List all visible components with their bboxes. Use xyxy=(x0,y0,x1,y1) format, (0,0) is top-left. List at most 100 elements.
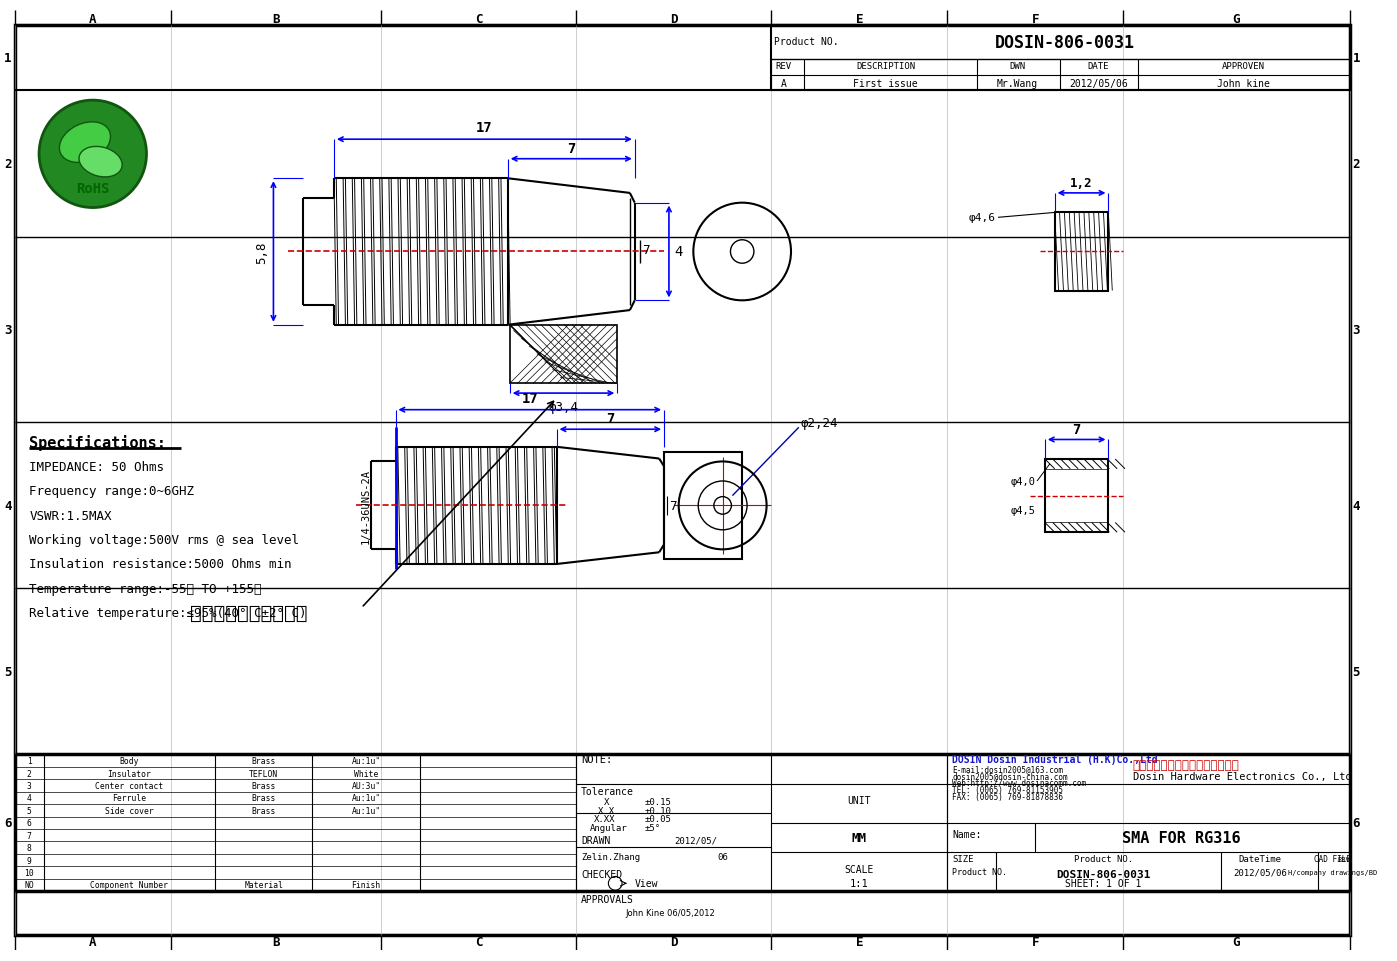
Text: E: E xyxy=(855,12,863,26)
Text: Product NO.: Product NO. xyxy=(774,37,840,46)
Text: Brass: Brass xyxy=(251,794,275,802)
Text: 6: 6 xyxy=(27,819,32,827)
Text: 4: 4 xyxy=(27,794,32,802)
Text: Brass: Brass xyxy=(251,806,275,815)
Text: Specifications:: Specifications: xyxy=(29,434,166,451)
Text: G: G xyxy=(1232,935,1241,949)
Text: Mr.Wang: Mr.Wang xyxy=(997,79,1038,88)
Text: Brass: Brass xyxy=(251,756,275,765)
Bar xyxy=(664,453,742,559)
Circle shape xyxy=(39,101,147,209)
Text: APPROVEN: APPROVEN xyxy=(1221,62,1264,71)
Text: 5: 5 xyxy=(4,665,11,678)
Text: Zelin.Zhang: Zelin.Zhang xyxy=(581,852,640,862)
Text: B: B xyxy=(272,935,279,949)
Text: ±0.05: ±0.05 xyxy=(644,815,672,824)
Text: VSWR:1.5MAX: VSWR:1.5MAX xyxy=(29,509,112,522)
Text: C: C xyxy=(475,12,482,26)
Text: φ4,0: φ4,0 xyxy=(1010,477,1035,486)
Text: Product NO.: Product NO. xyxy=(1074,854,1133,864)
Text: 4: 4 xyxy=(673,245,682,259)
Text: TEFLON: TEFLON xyxy=(249,769,278,777)
Text: ±5°: ±5° xyxy=(644,824,661,832)
Text: DRAWN: DRAWN xyxy=(581,835,610,846)
Text: E: E xyxy=(855,935,863,949)
Ellipse shape xyxy=(60,123,110,163)
Text: Dosin Hardware Electronics Co., Ltd: Dosin Hardware Electronics Co., Ltd xyxy=(1133,771,1351,781)
Text: Material: Material xyxy=(244,880,284,890)
Text: Brass: Brass xyxy=(251,781,275,790)
Text: John kine: John kine xyxy=(1217,79,1270,88)
Text: Insulator: Insulator xyxy=(108,769,151,777)
Text: 1: 1 xyxy=(1352,52,1361,65)
Text: 7: 7 xyxy=(669,500,676,512)
Text: 削单边，注意削边方向: 削单边，注意削边方向 xyxy=(190,604,307,623)
Text: D: D xyxy=(671,12,678,26)
Text: 6: 6 xyxy=(1352,817,1361,829)
Text: Au:1u": Au:1u" xyxy=(352,756,381,765)
Text: SIZE: SIZE xyxy=(953,854,974,864)
Text: Component Number: Component Number xyxy=(91,880,169,890)
Text: 17: 17 xyxy=(521,391,538,406)
Text: Insulation resistance:5000 Ohms min: Insulation resistance:5000 Ohms min xyxy=(29,558,292,571)
Text: Center contact: Center contact xyxy=(95,781,163,790)
Text: DATE: DATE xyxy=(1088,62,1109,71)
Text: B: B xyxy=(272,12,279,26)
Text: DateTime: DateTime xyxy=(1238,854,1281,864)
Text: DOSIN Dosin Industrial (H.K)Co.,Ltd: DOSIN Dosin Industrial (H.K)Co.,Ltd xyxy=(953,754,1158,765)
Bar xyxy=(1045,523,1108,532)
Text: Product NO.: Product NO. xyxy=(953,867,1007,876)
Text: 7: 7 xyxy=(1073,422,1081,436)
Text: Working voltage:500V rms @ sea level: Working voltage:500V rms @ sea level xyxy=(29,533,299,547)
Text: RoHS: RoHS xyxy=(75,182,109,196)
Text: RBV: RBV xyxy=(1338,856,1351,862)
Text: 9: 9 xyxy=(27,855,32,865)
Text: John Kine 06/05,2012: John Kine 06/05,2012 xyxy=(624,908,715,917)
Text: A: A xyxy=(89,935,96,949)
Text: 7: 7 xyxy=(567,142,576,156)
Text: 7: 7 xyxy=(643,244,650,257)
Text: X X: X X xyxy=(598,805,613,815)
Text: 2: 2 xyxy=(4,158,11,171)
Bar xyxy=(1045,459,1108,532)
Text: A: A xyxy=(781,79,787,88)
Text: 5: 5 xyxy=(1352,665,1361,678)
Text: φ4,5: φ4,5 xyxy=(1010,505,1035,516)
Text: AU:3u": AU:3u" xyxy=(352,781,381,790)
Text: D: D xyxy=(671,935,678,949)
Bar xyxy=(510,326,617,384)
Text: NOTE:: NOTE: xyxy=(581,754,612,765)
Text: 06: 06 xyxy=(718,852,728,862)
Text: FAX: (0065) 769-81878836: FAX: (0065) 769-81878836 xyxy=(953,792,1063,801)
Text: Tolerance: Tolerance xyxy=(581,786,634,796)
Text: 5: 5 xyxy=(27,806,32,815)
Text: 1/4-36UNS-2A: 1/4-36UNS-2A xyxy=(362,468,372,543)
Text: 3: 3 xyxy=(1352,324,1361,336)
Text: SCALE: SCALE xyxy=(845,864,875,874)
Text: Au:1u": Au:1u" xyxy=(352,794,381,802)
Text: 4: 4 xyxy=(4,500,11,512)
Text: 2: 2 xyxy=(1352,158,1361,171)
Text: 3: 3 xyxy=(27,781,32,790)
Text: F: F xyxy=(1031,935,1039,949)
Text: Finish: Finish xyxy=(352,880,381,890)
Text: 2012/05/06: 2012/05/06 xyxy=(1234,867,1287,876)
Text: 5,8: 5,8 xyxy=(256,241,268,263)
Text: ±0.10: ±0.10 xyxy=(644,805,672,815)
Text: 10: 10 xyxy=(24,868,34,877)
Text: G: G xyxy=(1232,12,1241,26)
Text: UNIT: UNIT xyxy=(848,796,872,805)
Text: 2012/05/: 2012/05/ xyxy=(673,836,717,845)
Text: 1: 1 xyxy=(27,756,32,765)
Text: Angular: Angular xyxy=(590,824,627,832)
Text: Side cover: Side cover xyxy=(105,806,154,815)
Text: dosin2005@dosin-china.com: dosin2005@dosin-china.com xyxy=(953,772,1067,780)
Text: X: X xyxy=(604,797,609,806)
Text: 7: 7 xyxy=(606,412,615,426)
Ellipse shape xyxy=(80,147,122,178)
Text: 1: 1 xyxy=(4,52,11,65)
Text: Web:http://www.dosinacomm.com: Web:http://www.dosinacomm.com xyxy=(953,778,1087,787)
Text: Name:: Name: xyxy=(953,829,982,840)
Text: MM: MM xyxy=(852,831,868,844)
Text: APPROVALS: APPROVALS xyxy=(581,894,634,904)
